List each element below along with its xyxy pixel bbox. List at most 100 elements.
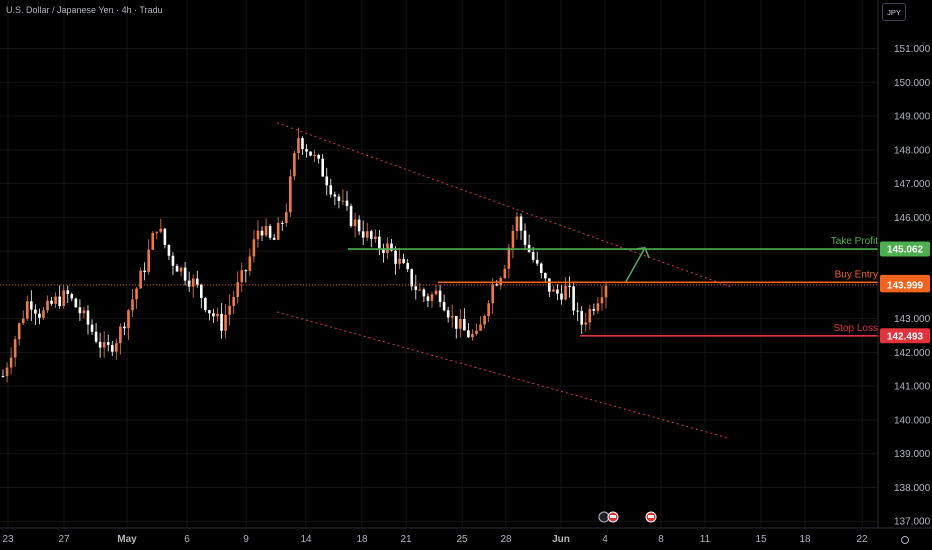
y-tick-label: 148.000 [894,145,931,156]
candle-body [191,278,195,287]
candle-body [54,296,57,304]
candle-body [369,231,373,239]
candle-body [357,219,361,232]
candle-body [475,330,478,334]
candle-body [479,324,482,331]
x-tick-label: 25 [456,534,468,545]
candle-body [588,308,592,323]
candle-body [147,249,150,273]
candle-body [58,296,61,307]
x-tick-label: 18 [799,534,811,545]
x-axis[interactable]: 23 27 May 6 9 14 18 21 25 28 Jun 4 8 11 15 18 22 [2,534,868,545]
y-tick-label: 151.000 [894,44,931,55]
candle-body [62,290,66,307]
candle-body [224,314,227,331]
candle-body [195,278,199,285]
candle-body [264,226,268,236]
candle-body [317,154,320,159]
candle-body [459,318,462,329]
y-tick-label: 138.000 [894,483,931,494]
candle-body [244,270,248,272]
currency-button[interactable]: JPY [882,3,906,21]
y-tick-label: 140.000 [894,415,931,426]
candle-body [167,245,171,256]
candle-body [256,230,260,240]
candle-body [543,273,547,279]
candle-body [430,294,434,301]
candle-body [572,286,575,311]
candle-body [463,318,466,331]
y-tick-label: 142.000 [894,348,931,359]
candle-body [337,196,341,201]
candle-body [208,310,211,314]
candle-body [171,255,175,266]
candle-body [467,330,470,338]
candle-body [414,286,418,290]
candle-body [556,289,559,294]
candle-body [325,176,329,186]
candle-body [13,339,17,358]
candle-body [276,222,280,240]
candle-body [143,270,146,273]
current-price-tag [880,277,930,293]
stop-loss-tag [880,328,930,344]
candle-body [321,158,325,177]
candle-body [515,216,519,231]
channel-lower-line[interactable] [276,311,731,440]
y-tick-label: 150.000 [894,78,931,89]
candle-body [568,285,571,287]
candle-body [139,270,142,289]
take-profit-label: Take Profit [831,236,878,247]
candle-body [94,331,98,342]
candle-body [361,231,365,238]
candle-body [487,303,490,317]
take-profit-tag [880,241,930,257]
candle-body [21,318,25,324]
x-tick-label: 28 [500,534,512,545]
projection-arrow[interactable] [625,247,646,282]
grid [0,0,878,528]
candle-body [523,230,527,245]
candle-body [374,236,377,239]
candle-body [418,289,422,291]
candle-body [30,301,33,310]
candle-body [422,289,426,297]
x-tick-label: 11 [700,534,711,545]
candle-body [204,298,207,311]
candle-body [212,313,215,317]
candle-body [1,376,5,378]
candle-body [228,305,231,315]
candle-body [378,236,381,249]
candle-body [131,299,134,311]
candle-body [507,247,511,269]
candle-body [86,310,90,325]
x-tick-label: 15 [755,534,767,545]
settings-gear-icon[interactable] [901,536,909,544]
x-tick-label: 8 [658,534,664,545]
x-tick-label: 27 [58,534,70,545]
candle-body [284,212,288,223]
candle-body [119,326,122,344]
candle-body [471,333,474,338]
candle-body [25,301,29,319]
channel-upper-line[interactable] [276,122,731,288]
stop-loss-tag-text: 142.493 [887,331,924,342]
x-tick-label: 6 [184,534,190,545]
candle-body [503,268,507,279]
event-flag-icon-stripe [648,515,654,518]
candle-body [280,222,284,224]
candle-body [110,344,114,352]
candle-body [115,343,118,352]
candle-body [305,149,308,152]
x-tick-label: 22 [856,534,868,545]
projection-arrowhead [636,246,650,259]
candle-body [309,151,312,156]
candle-body [511,230,515,248]
candle-body [46,300,49,311]
candle-body [179,267,183,272]
candle-body [450,315,454,318]
candle-body [175,265,179,272]
candle-body [491,284,494,304]
x-tick-label: 9 [243,534,249,545]
